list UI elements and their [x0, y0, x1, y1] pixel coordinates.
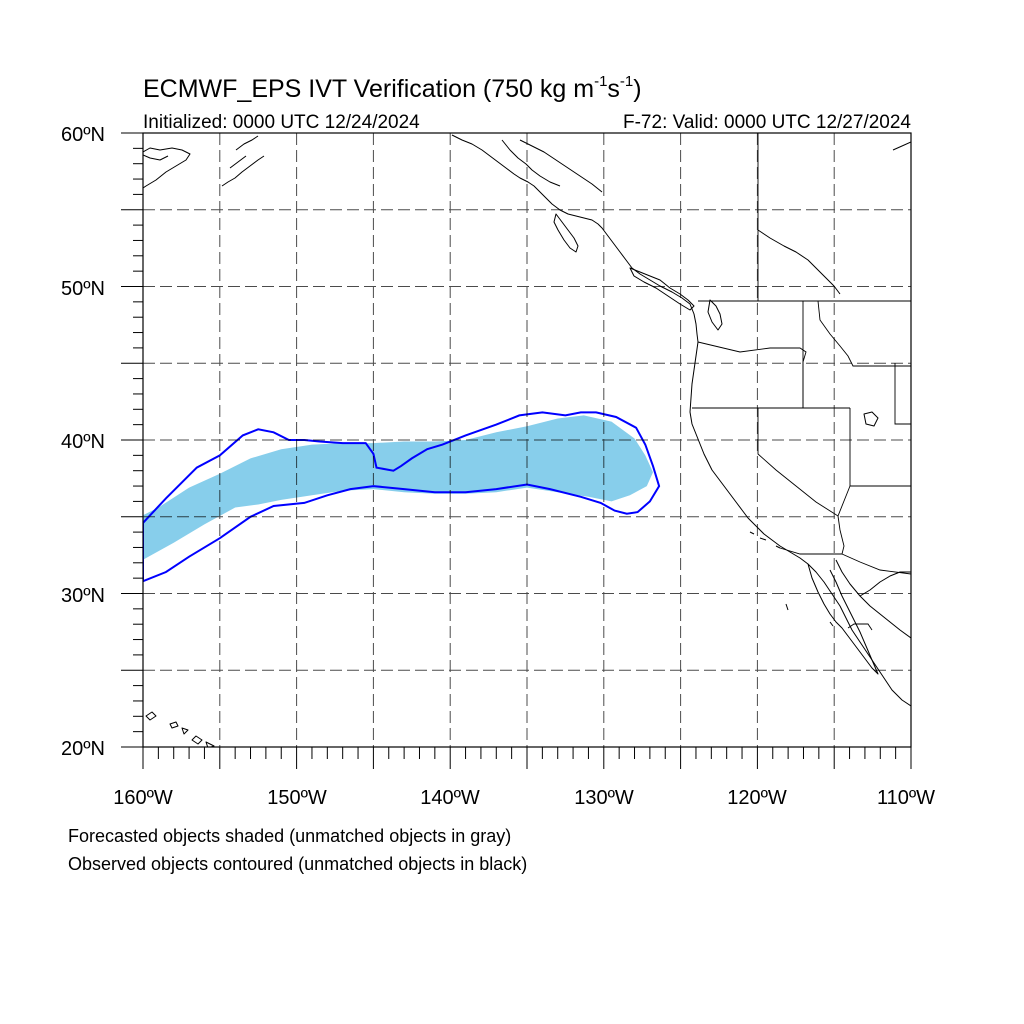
- footer-forecast-note: Forecasted objects shaded (unmatched obj…: [68, 826, 511, 846]
- lon-label-110w: 110ºW: [877, 787, 935, 809]
- valid-time-label: F-72: Valid: 0000 UTC 12/27/2024: [623, 112, 911, 133]
- lon-label-120w: 120ºW: [727, 787, 787, 809]
- lat-label-30: 30ºN: [61, 585, 105, 607]
- lat-label-40: 40ºN: [61, 431, 105, 453]
- lon-label-160w: 160ºW: [113, 787, 173, 809]
- lon-label-140w: 140ºW: [420, 787, 480, 809]
- axis-ticks: [121, 132, 912, 769]
- lat-label-20: 20ºN: [61, 738, 105, 760]
- initialized-label: Initialized: 0000 UTC 12/24/2024: [143, 112, 420, 133]
- lon-label-150w: 150ºW: [267, 787, 327, 809]
- lon-label-130w: 130ºW: [574, 787, 634, 809]
- lat-label-50: 50ºN: [61, 278, 105, 300]
- coastline-layer: [143, 134, 911, 747]
- footer-observed-note: Observed objects contoured (unmatched ob…: [68, 854, 527, 874]
- figure-title: ECMWF_EPS IVT Verification (750 kg m-1s-…: [143, 73, 642, 103]
- lat-label-60: 60ºN: [61, 124, 105, 146]
- longitude-labels: 160ºW 150ºW 140ºW 130ºW 120ºW 110ºW: [113, 787, 935, 809]
- state-border-layer: [692, 133, 911, 631]
- lat-lon-grid: [143, 133, 911, 747]
- latitude-labels: 60ºN 50ºN 40ºN 30ºN 20ºN: [61, 124, 105, 760]
